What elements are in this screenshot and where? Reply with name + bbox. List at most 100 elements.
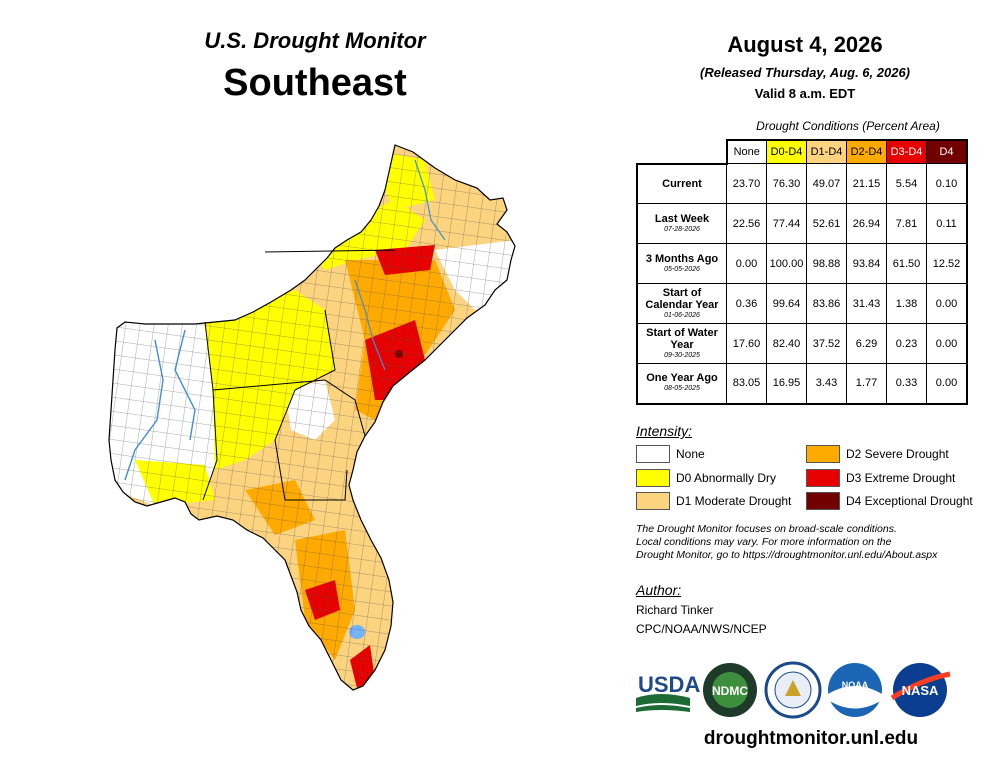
legend-item-none: None — [636, 445, 705, 463]
row-date: 08-05-2025 — [664, 385, 700, 393]
table-cell: 0.00 — [926, 363, 968, 405]
note-line: The Drought Monitor focuses on broad-sca… — [636, 523, 897, 535]
table-cell: 21.15 — [846, 163, 887, 204]
table-cell: 3.43 — [806, 363, 847, 405]
legend-item-d4: D4 Exceptional Drought — [806, 492, 973, 510]
legend-label: D3 Extreme Drought — [846, 471, 956, 485]
table-cell: 12.52 — [926, 243, 968, 284]
table-header-row: None D0-D4 D1-D4 D2-D4 D3-D4 D4 — [637, 139, 968, 165]
logo-text: NASA — [902, 683, 939, 698]
row-label: Start of Water Year 09-30-2025 — [636, 323, 727, 364]
legend-item-d1: D1 Moderate Drought — [636, 492, 791, 510]
row-label: One Year Ago 08-05-2025 — [636, 363, 727, 405]
col-header: D4 — [926, 139, 968, 164]
legend-swatch — [806, 445, 840, 463]
row-label: Last Week 07-28-2026 — [636, 203, 727, 244]
row-label-text: Start of Water Year — [646, 326, 718, 351]
row-date: 05-05-2026 — [664, 265, 700, 273]
logo-text: USDA — [638, 672, 700, 697]
row-label-text: 3 Months Ago — [645, 252, 719, 265]
table-row: One Year Ago 08-05-2025 83.05 16.95 3.43 1.77… — [636, 363, 968, 405]
note-line: Drought Monitor, go to https://droughtmo… — [636, 549, 938, 561]
note-line: Local conditions may vary. For more info… — [636, 536, 892, 548]
drought-map — [108, 144, 516, 691]
row-date: 01-06-2026 — [664, 311, 700, 319]
logo-text: NOAA — [842, 680, 869, 690]
table-cell: 76.30 — [766, 163, 807, 204]
table-row: Current 23.70 76.30 49.07 21.15 5.54 0.10 — [636, 163, 968, 204]
table-cell: 0.11 — [926, 203, 968, 244]
noaa-logo: NOAA — [828, 663, 882, 717]
logo-text: NDMC — [712, 684, 748, 698]
region-title: Southeast — [223, 62, 407, 104]
author-org: CPC/NOAA/NWS/NCEP — [636, 622, 767, 636]
drought-conditions-table: None D0-D4 D1-D4 D2-D4 D3-D4 D4 Current 2… — [636, 139, 968, 405]
author-name: Richard Tinker — [636, 603, 714, 617]
table-cell: 6.29 — [846, 323, 887, 364]
legend-swatch — [806, 469, 840, 487]
table-cell: 83.86 — [806, 283, 847, 324]
row-label: Current — [636, 163, 727, 204]
table-cell: 22.56 — [726, 203, 767, 244]
table-cell: 52.61 — [806, 203, 847, 244]
table-cell: 0.00 — [926, 323, 968, 364]
table-cell: 0.23 — [886, 323, 927, 364]
row-label-text: Current — [662, 177, 702, 190]
table-cell: 17.60 — [726, 323, 767, 364]
author-label: Author: — [636, 582, 682, 598]
table-cell: 93.84 — [846, 243, 887, 284]
table-cell: 0.10 — [926, 163, 968, 204]
table-corner — [637, 140, 728, 165]
commerce-seal — [764, 661, 822, 719]
legend-item-d3: D3 Extreme Drought — [806, 469, 955, 487]
table-cell: 5.54 — [886, 163, 927, 204]
usda-logo: USDA — [636, 672, 700, 712]
row-date: 09-30-2025 — [664, 351, 700, 359]
table-caption: Drought Conditions (Percent Area) — [756, 119, 940, 133]
legend-item-d0: D0 Abnormally Dry — [636, 469, 776, 487]
legend-label: D4 Exceptional Drought — [846, 494, 973, 508]
table-row: Last Week 07-28-2026 22.56 77.44 52.61 26.94 7… — [636, 203, 968, 244]
legend-swatch — [636, 492, 670, 510]
table-cell: 83.05 — [726, 363, 767, 405]
row-date: 07-28-2026 — [664, 225, 700, 233]
table-cell: 82.40 — [766, 323, 807, 364]
table-cell: 31.43 — [846, 283, 887, 324]
ndmc-logo: NDMC — [703, 663, 757, 717]
table-cell: 49.07 — [806, 163, 847, 204]
row-label-text: Start of Calendar Year — [645, 286, 719, 311]
row-label: Start of Calendar Year 01-06-2026 — [636, 283, 727, 324]
nasa-logo: NASA — [890, 663, 951, 717]
col-header: None — [726, 139, 767, 164]
table-cell: 7.81 — [886, 203, 927, 244]
legend-item-d2: D2 Severe Drought — [806, 445, 949, 463]
table-cell: 0.33 — [886, 363, 927, 405]
legend-swatch — [636, 469, 670, 487]
table-cell: 98.88 — [806, 243, 847, 284]
table-cell: 0.00 — [926, 283, 968, 324]
table-cell: 0.36 — [726, 283, 767, 324]
agency-logos: USDA NDMC NOAA NASA — [636, 661, 951, 719]
legend-title: Intensity: — [636, 423, 693, 439]
table-cell: 26.94 — [846, 203, 887, 244]
table-cell: 77.44 — [766, 203, 807, 244]
col-header: D3-D4 — [886, 139, 927, 164]
col-header: D2-D4 — [846, 139, 887, 164]
legend-swatch — [806, 492, 840, 510]
table-cell: 1.38 — [886, 283, 927, 324]
table-row: Start of Calendar Year 01-06-2026 0.36 99.6… — [636, 283, 968, 324]
col-header: D1-D4 — [806, 139, 847, 164]
website-url[interactable]: droughtmonitor.unl.edu — [703, 728, 919, 749]
row-label-text: Last Week — [654, 212, 710, 225]
table-cell: 23.70 — [726, 163, 767, 204]
table-row: Start of Water Year 09-30-2025 17.60 82.40 3… — [636, 323, 968, 364]
row-label-text: One Year Ago — [646, 372, 718, 385]
legend-label: D1 Moderate Drought — [676, 494, 792, 508]
col-header: D0-D4 — [766, 139, 807, 164]
valid-time: Valid 8 a.m. EDT — [754, 86, 856, 101]
monitor-title: U.S. Drought Monitor — [204, 28, 426, 53]
table-body: Current 23.70 76.30 49.07 21.15 5.54 0.10 Last … — [636, 163, 968, 405]
table-cell: 16.95 — [766, 363, 807, 405]
release-date: (Released Thursday, Aug. 6, 2026) — [700, 65, 910, 80]
legend-label: D0 Abnormally Dry — [676, 471, 777, 485]
